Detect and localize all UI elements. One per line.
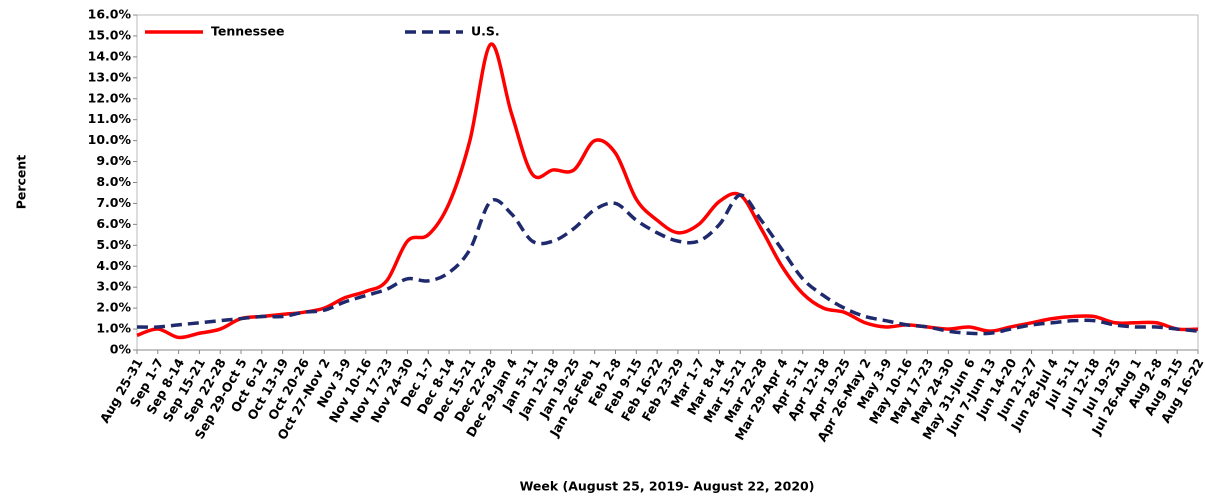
y-tick-label: 8.0%	[96, 174, 131, 189]
x-axis-label: Week (August 25, 2019- August 22, 2020)	[520, 479, 815, 494]
y-tick-label: 4.0%	[96, 258, 131, 273]
y-tick-label: 14.0%	[88, 48, 132, 63]
y-tick-label: 0%	[110, 342, 132, 357]
y-tick-label: 9.0%	[96, 153, 131, 168]
y-tick-label: 7.0%	[96, 195, 131, 210]
y-tick-label: 13.0%	[88, 69, 132, 84]
y-tick-label: 11.0%	[88, 111, 132, 126]
series-line	[136, 193, 1199, 336]
y-tick-label: 3.0%	[96, 279, 131, 294]
y-tick-label: 2.0%	[96, 300, 131, 315]
y-tick-label: 1.0%	[96, 321, 131, 336]
legend-label: U.S.	[471, 24, 500, 39]
y-tick-label: 5.0%	[96, 237, 131, 252]
y-axis-label: Percent	[14, 155, 29, 210]
legend-label: Tennessee	[211, 24, 284, 39]
series-line	[136, 42, 1199, 340]
plot-frame	[136, 14, 1199, 351]
y-tick-label: 10.0%	[88, 132, 132, 147]
y-tick-label: 16.0%	[88, 7, 132, 22]
y-tick-label: 6.0%	[96, 216, 131, 231]
y-tick-label: 12.0%	[88, 90, 132, 105]
y-tick-label: 15.0%	[88, 27, 132, 42]
